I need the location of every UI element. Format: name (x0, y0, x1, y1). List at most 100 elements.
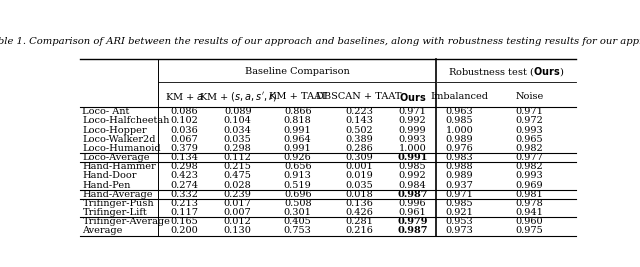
Text: 0.001: 0.001 (346, 162, 373, 171)
Text: 0.971: 0.971 (398, 107, 426, 116)
Text: 0.921: 0.921 (445, 208, 474, 217)
Text: Imbalanced: Imbalanced (431, 92, 488, 101)
Text: 0.502: 0.502 (346, 125, 373, 135)
Text: Noise: Noise (515, 92, 543, 101)
Text: 0.982: 0.982 (515, 162, 543, 171)
Text: 0.086: 0.086 (170, 107, 198, 116)
Text: 0.977: 0.977 (515, 153, 543, 162)
Text: 0.035: 0.035 (224, 135, 252, 144)
Text: 0.926: 0.926 (284, 153, 312, 162)
Text: Loco-Average: Loco-Average (83, 153, 150, 162)
Text: 0.976: 0.976 (445, 144, 474, 153)
Text: 0.753: 0.753 (284, 226, 312, 235)
Text: 0.423: 0.423 (170, 171, 198, 180)
Text: 0.972: 0.972 (515, 116, 543, 125)
Text: 0.953: 0.953 (445, 217, 474, 226)
Text: 0.978: 0.978 (515, 199, 543, 208)
Text: Trifinger-Push: Trifinger-Push (83, 199, 154, 208)
Text: 0.508: 0.508 (284, 199, 312, 208)
Text: 0.965: 0.965 (516, 135, 543, 144)
Text: 0.007: 0.007 (224, 208, 252, 217)
Text: 0.992: 0.992 (399, 171, 426, 180)
Text: 0.112: 0.112 (224, 153, 252, 162)
Text: 0.035: 0.035 (346, 180, 373, 190)
Text: 0.969: 0.969 (516, 180, 543, 190)
Text: Loco-Halfcheetah: Loco-Halfcheetah (83, 116, 170, 125)
Text: 0.988: 0.988 (445, 162, 473, 171)
Text: Hand-Hammer: Hand-Hammer (83, 162, 156, 171)
Text: 0.985: 0.985 (399, 162, 426, 171)
Text: 0.866: 0.866 (284, 107, 312, 116)
Text: 0.993: 0.993 (399, 135, 426, 144)
Text: Loco-Humanoid: Loco-Humanoid (83, 144, 161, 153)
Text: Table 1. Comparison of ARI between the results of our approach and baselines, al: Table 1. Comparison of ARI between the r… (0, 37, 640, 46)
Text: 0.992: 0.992 (399, 116, 426, 125)
Text: 0.985: 0.985 (445, 116, 473, 125)
Text: 0.983: 0.983 (445, 153, 474, 162)
Text: 0.985: 0.985 (445, 199, 473, 208)
Text: 0.379: 0.379 (170, 144, 198, 153)
Text: 0.519: 0.519 (284, 180, 312, 190)
Text: 0.034: 0.034 (224, 125, 252, 135)
Text: 0.309: 0.309 (346, 153, 373, 162)
Text: 0.696: 0.696 (284, 190, 312, 199)
Text: 0.089: 0.089 (224, 107, 252, 116)
Text: 0.963: 0.963 (445, 107, 474, 116)
Text: Loco-Walker2d: Loco-Walker2d (83, 135, 156, 144)
Text: 0.215: 0.215 (224, 162, 252, 171)
Text: $\mathbf{Ours}$: $\mathbf{Ours}$ (399, 91, 426, 103)
Text: 0.286: 0.286 (346, 144, 373, 153)
Text: Average: Average (83, 226, 123, 235)
Text: 0.130: 0.130 (224, 226, 252, 235)
Text: 0.213: 0.213 (170, 199, 198, 208)
Text: 0.989: 0.989 (445, 171, 473, 180)
Text: 0.012: 0.012 (224, 217, 252, 226)
Text: 0.975: 0.975 (515, 226, 543, 235)
Text: 0.165: 0.165 (170, 217, 198, 226)
Text: 1.000: 1.000 (445, 125, 474, 135)
Text: 0.971: 0.971 (515, 107, 543, 116)
Text: KM + $(s, a, s', r)$: KM + $(s, a, s', r)$ (198, 90, 277, 103)
Text: 0.274: 0.274 (170, 180, 198, 190)
Text: 0.117: 0.117 (170, 208, 198, 217)
Text: 0.405: 0.405 (284, 217, 312, 226)
Text: 0.389: 0.389 (346, 135, 373, 144)
Text: 0.941: 0.941 (515, 208, 543, 217)
Text: KM + TAAT: KM + TAAT (269, 92, 327, 101)
Text: Loco-Hopper: Loco-Hopper (83, 125, 147, 135)
Text: 0.298: 0.298 (170, 162, 198, 171)
Text: 0.067: 0.067 (170, 135, 198, 144)
Text: 0.996: 0.996 (399, 199, 426, 208)
Text: 0.971: 0.971 (445, 190, 474, 199)
Text: 0.104: 0.104 (224, 116, 252, 125)
Text: Loco- Ant: Loco- Ant (83, 107, 130, 116)
Text: Robustness test ($\mathbf{Ours}$): Robustness test ($\mathbf{Ours}$) (448, 65, 564, 78)
Text: 0.979: 0.979 (397, 217, 428, 226)
Text: 0.989: 0.989 (445, 135, 473, 144)
Text: 0.102: 0.102 (170, 116, 198, 125)
Text: 0.239: 0.239 (224, 190, 252, 199)
Text: 0.984: 0.984 (399, 180, 426, 190)
Text: 0.426: 0.426 (346, 208, 373, 217)
Text: 0.223: 0.223 (345, 107, 373, 116)
Text: 0.475: 0.475 (224, 171, 252, 180)
Text: 0.200: 0.200 (170, 226, 198, 235)
Text: 0.991: 0.991 (397, 153, 428, 162)
Text: 0.973: 0.973 (445, 226, 474, 235)
Text: 0.818: 0.818 (284, 116, 312, 125)
Text: 0.993: 0.993 (515, 125, 543, 135)
Text: 0.987: 0.987 (397, 226, 428, 235)
Text: Baseline Comparison: Baseline Comparison (245, 66, 349, 76)
Text: KM + $a$: KM + $a$ (164, 91, 204, 102)
Text: 0.960: 0.960 (516, 217, 543, 226)
Text: Hand-Average: Hand-Average (83, 190, 153, 199)
Text: 0.028: 0.028 (224, 180, 252, 190)
Text: 0.656: 0.656 (284, 162, 312, 171)
Text: Trifinger-Average: Trifinger-Average (83, 217, 170, 226)
Text: 0.999: 0.999 (399, 125, 426, 135)
Text: 0.964: 0.964 (284, 135, 312, 144)
Text: 0.216: 0.216 (346, 226, 373, 235)
Text: 0.982: 0.982 (515, 144, 543, 153)
Text: 0.301: 0.301 (284, 208, 312, 217)
Text: Trifinger-Lift: Trifinger-Lift (83, 208, 147, 217)
